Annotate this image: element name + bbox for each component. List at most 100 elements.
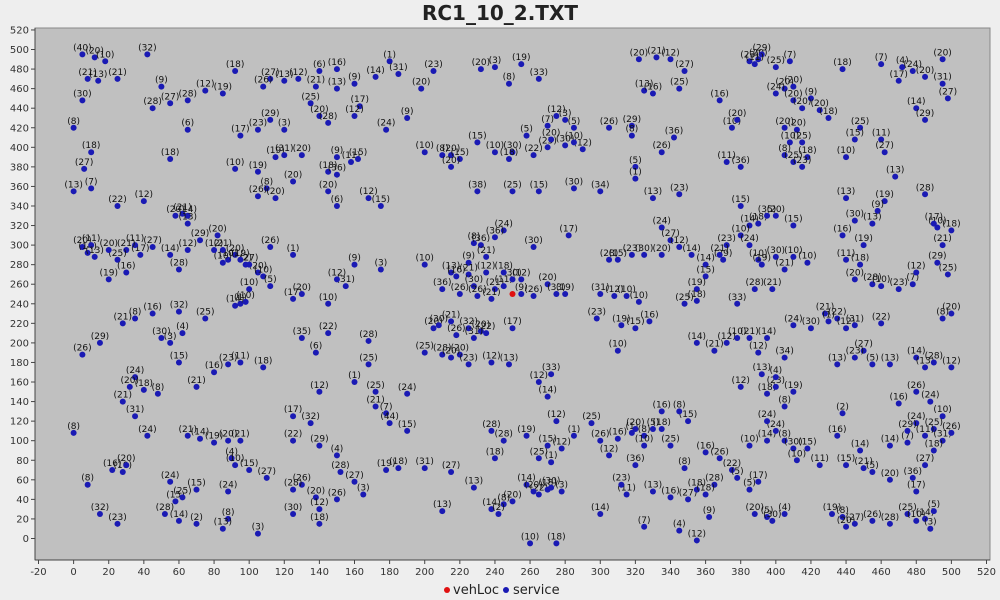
service-point (228, 455, 235, 462)
service-point-label: (36) (328, 164, 346, 174)
service-point-label: (16) (143, 303, 161, 313)
service-point-label: (27) (679, 488, 697, 498)
service-point (641, 442, 648, 449)
service-point (383, 126, 390, 133)
service-point (799, 139, 806, 146)
service-point (793, 126, 800, 133)
service-point-label: (23) (249, 119, 267, 129)
service-point-label: (26) (652, 141, 670, 151)
service-point (137, 251, 144, 258)
service-point (281, 126, 288, 133)
service-point (632, 175, 639, 182)
service-point-label: (16) (103, 459, 121, 469)
service-point (530, 292, 537, 299)
service-point (570, 124, 577, 131)
service-point (365, 195, 372, 202)
service-point-label: (31) (275, 144, 293, 154)
service-point-label: (12) (670, 236, 688, 246)
service-point (758, 371, 765, 378)
service-point-label: (25) (793, 131, 811, 141)
service-point (676, 244, 683, 251)
service-point (734, 474, 741, 481)
service-point-label: (24) (138, 425, 156, 435)
service-point-label: (23) (108, 513, 126, 523)
service-point-label: (16) (696, 441, 714, 451)
service-point-label: (16) (828, 425, 846, 435)
service-point (500, 269, 507, 276)
x-tick-label: 280 (556, 567, 575, 578)
service-point (518, 61, 525, 68)
service-point-label: (13) (442, 261, 460, 271)
service-point (119, 320, 126, 327)
service-point (360, 491, 367, 498)
service-point-label: (15) (696, 265, 714, 275)
legend-marker-service (503, 587, 509, 593)
service-point-label: (28) (284, 479, 302, 489)
service-point-label: (15) (530, 180, 548, 190)
service-point-label: (14) (78, 242, 96, 252)
service-point-label: (25) (675, 293, 693, 303)
service-point-label: (20) (542, 128, 560, 138)
service-point (342, 283, 349, 290)
service-point-label: (17) (351, 95, 369, 105)
service-point (263, 185, 270, 192)
service-point-label: (8) (778, 430, 791, 440)
service-point-label: (14) (226, 295, 244, 305)
service-point-label: (12) (196, 80, 214, 90)
service-point-label: (21) (647, 46, 665, 56)
service-point-label: (9) (871, 200, 884, 210)
service-point-label: (13) (500, 353, 518, 363)
x-tick-label: 300 (591, 567, 610, 578)
service-point (570, 432, 577, 439)
service-point (544, 442, 551, 449)
service-point-label: (22) (284, 430, 302, 440)
service-point-label: (20) (793, 97, 811, 107)
service-point (816, 462, 823, 469)
service-point (860, 347, 867, 354)
service-point-label: (25) (359, 353, 377, 363)
service-point-label: (4) (225, 447, 238, 457)
service-point (298, 335, 305, 342)
service-point (470, 240, 477, 247)
service-point (723, 158, 730, 165)
service-point-label: (7) (875, 53, 888, 63)
service-point (114, 75, 121, 82)
service-point (470, 283, 477, 290)
service-point (84, 75, 91, 82)
service-point (834, 361, 841, 368)
service-point (333, 154, 340, 161)
service-point-label: (13) (178, 213, 196, 223)
service-point-label: (8) (468, 232, 481, 242)
service-point (658, 149, 665, 156)
service-point-label: (10) (928, 217, 946, 227)
service-point (465, 271, 472, 278)
points-layer: (40)(20)(10)(32)(21)(13) (21)(30)(8)(18)(… (64, 43, 961, 547)
service-point (509, 276, 516, 283)
service-point-label: (10) (837, 146, 855, 156)
service-point (365, 337, 372, 344)
service-point (772, 427, 779, 434)
service-point-label: (12) (837, 317, 855, 327)
service-point (254, 269, 261, 276)
service-point (632, 462, 639, 469)
service-point (351, 261, 358, 268)
service-point (509, 188, 516, 195)
service-point (843, 195, 850, 202)
service-point (505, 361, 512, 368)
service-point-label: (1) (348, 371, 361, 381)
x-tick-label: 460 (872, 567, 891, 578)
service-point-label: (28) (433, 344, 451, 354)
service-point-label: (13) (881, 353, 899, 363)
service-point (351, 113, 358, 120)
service-point-label: (18) (500, 148, 518, 158)
service-point-label: (12) (135, 190, 153, 200)
service-point-label: (28) (916, 183, 934, 193)
service-point (254, 126, 261, 133)
service-point (477, 242, 484, 249)
service-point-label: (19) (249, 161, 267, 171)
service-point-label: (20) (472, 58, 490, 68)
service-point-label: (25) (415, 342, 433, 352)
service-point-label: (29) (714, 249, 732, 259)
service-point-label: (12) (547, 105, 565, 115)
service-point-label: (1) (629, 168, 642, 178)
